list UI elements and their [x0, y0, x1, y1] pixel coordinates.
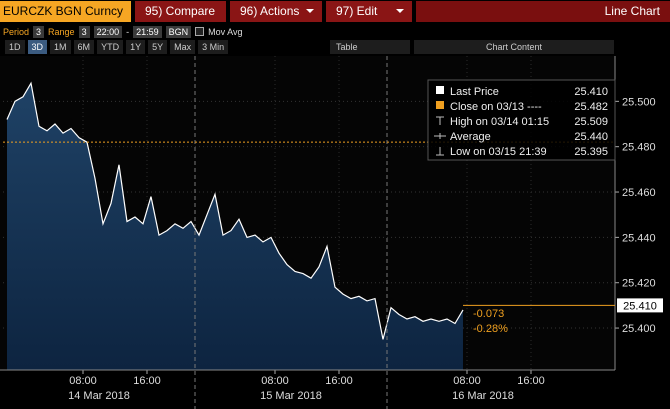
legend-label: Last Price: [450, 86, 499, 98]
label: Mov Avg: [208, 26, 243, 37]
x-tick-label: 16:00: [325, 375, 353, 387]
y-tick-label: 25.440: [622, 232, 656, 244]
label: 96) Actions: [240, 4, 300, 18]
legend-value: 25.395: [574, 146, 608, 158]
field[interactable]: 21:59: [133, 25, 162, 38]
legend-value: 25.509: [574, 116, 608, 128]
chart: 25.500 25.480 25.460 25.440 25.420 25.400 08:0…: [0, 56, 663, 409]
separator: -: [126, 26, 130, 37]
x-tick-label: 16:00: [517, 375, 545, 387]
period-button[interactable]: 1D: [5, 40, 25, 54]
legend-value: 25.482: [574, 101, 608, 113]
y-tick-label: 25.400: [622, 323, 656, 335]
compare-button[interactable]: 95) Compare: [135, 1, 226, 22]
security[interactable]: EURCZK BGN Curncy: [0, 1, 131, 22]
y-tick-label: 25.420: [622, 278, 656, 290]
day-label: 14 Mar 2018: [68, 390, 130, 402]
label: Period: [3, 26, 30, 37]
legend-box: [427, 79, 616, 161]
field[interactable]: 3: [33, 25, 45, 38]
day-label: 16 Mar 2018: [452, 390, 514, 402]
legend-value: 25.440: [574, 131, 608, 143]
change-value: -0.073: [473, 308, 504, 320]
legend-swatch: [436, 86, 444, 94]
label: 97) Edit: [336, 4, 378, 18]
legend-label: High on 03/14 01:15: [450, 116, 549, 128]
period-button[interactable]: 1M: [50, 40, 71, 54]
period-button[interactable]: Max: [170, 40, 196, 54]
last-price-label: 25.410: [623, 300, 657, 312]
view-title: Line Chart: [416, 1, 670, 22]
field[interactable]: BGN: [165, 25, 192, 38]
period-button[interactable]: 3D: [27, 40, 48, 54]
legend-label: Average: [450, 131, 491, 143]
edit-button[interactable]: 97) Edit: [326, 1, 412, 22]
field[interactable]: 3: [78, 25, 90, 38]
period-button[interactable]: 1Y: [126, 40, 146, 54]
periods: 1D 3D 1M 6M YTD 1Y 5Y Max 3 Min: [0, 40, 229, 54]
x-tick-label: 08:00: [453, 375, 481, 387]
period-button[interactable]: 6M: [73, 40, 95, 54]
chart-content-button[interactable]: Chart Content: [414, 40, 614, 54]
field[interactable]: 22:00: [93, 25, 123, 38]
legend-label: Low on 03/15 21:39: [450, 146, 547, 158]
actions-button[interactable]: 96) Actions: [230, 1, 322, 22]
area: [7, 83, 463, 370]
period-button[interactable]: 5Y: [148, 40, 168, 54]
change-pct: -0.28%: [473, 323, 508, 335]
label: Chart Content: [485, 42, 543, 52]
legend-value: 25.410: [574, 86, 608, 98]
table-button[interactable]: Table: [330, 40, 410, 54]
controls: Period 3 Range 3 22:00 - 21:59 BGN Mov A…: [0, 25, 670, 38]
x-tick-label: 08:00: [261, 375, 289, 387]
y-tick-label: 25.460: [622, 187, 656, 199]
label: Range: [48, 26, 75, 37]
interval-button[interactable]: 3 Min: [198, 40, 229, 54]
period-button[interactable]: YTD: [97, 40, 124, 54]
y-tick-label: 25.500: [622, 96, 656, 108]
day-label: 15 Mar 2018: [260, 390, 322, 402]
checkbox[interactable]: [195, 27, 205, 36]
legend-swatch: [436, 101, 444, 109]
x-tick-label: 16:00: [133, 375, 161, 387]
y-tick-label: 25.480: [622, 142, 656, 154]
last-price-box: [617, 298, 663, 313]
x-tick-label: 08:00: [69, 375, 97, 387]
legend-label: Close on 03/13 ----: [450, 101, 542, 113]
